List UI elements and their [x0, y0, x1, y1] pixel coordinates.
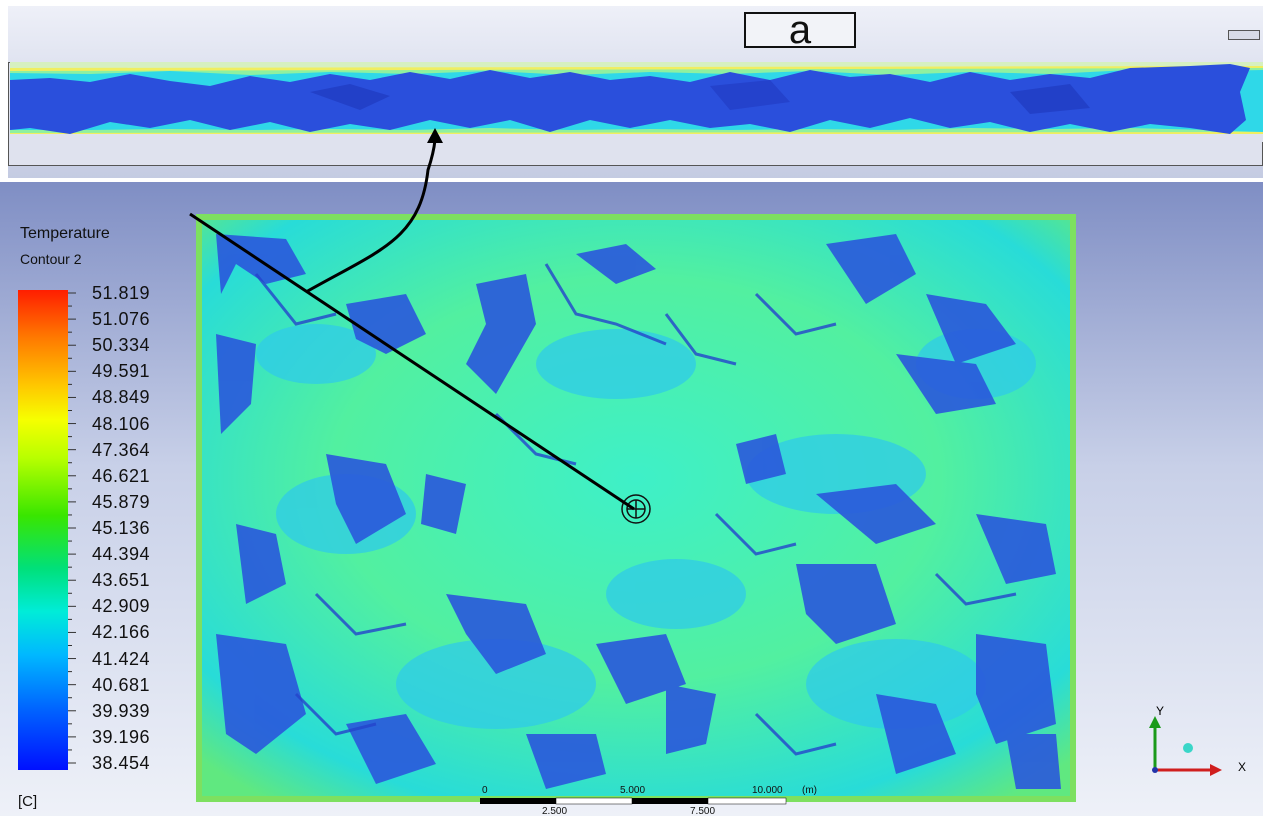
scale-label-0: 0: [482, 785, 488, 796]
scale-label-2500: 2.500: [542, 806, 568, 817]
legend-unit: [C]: [18, 793, 38, 810]
legend-title: Temperature: [20, 225, 110, 242]
color-legend-bar: [18, 290, 68, 770]
legend-tick-label: 48.849: [92, 387, 151, 408]
scale-unit: (m): [802, 785, 817, 796]
scale-bar: [480, 797, 787, 805]
legend-tick-label: 42.909: [92, 596, 151, 617]
legend-tick-label: 48.106: [92, 413, 151, 434]
axis-triad: [1149, 716, 1222, 776]
scale-label-7500: 7.500: [690, 806, 716, 817]
legend-tick-label: 46.621: [92, 465, 151, 486]
legend-tick-label: 51.819: [92, 283, 151, 303]
figure-label: a: [744, 8, 856, 52]
legend-subtitle: Contour 2: [20, 251, 82, 267]
legend-tick-label: 45.136: [92, 518, 151, 538]
legend-tick-label: 49.591: [92, 361, 151, 382]
scale-label-5000: 5.000: [620, 785, 646, 796]
figure-label-text: a: [788, 8, 812, 52]
legend-tick-label: 38.454: [92, 753, 151, 773]
legend-tick-label: 50.334: [92, 335, 151, 356]
section-contour: [10, 62, 1263, 142]
legend-tick-label: 39.196: [92, 726, 151, 747]
y-axis-label: Y: [1156, 704, 1165, 718]
legend-tick-label: 51.076: [92, 309, 151, 330]
legend-tick-label: 40.681: [92, 674, 151, 695]
scale-label-10000: 10.000: [752, 785, 783, 796]
outlet-fitting: [1228, 30, 1260, 40]
legend-tick-label: 44.394: [92, 544, 151, 565]
legend-tick-label: 41.424: [92, 648, 151, 669]
temperature-contour-plot: [196, 214, 1076, 802]
legend-tick-label: 43.651: [92, 570, 151, 591]
legend-tick-label: 47.364: [92, 439, 151, 460]
legend-ticks: [68, 292, 76, 764]
legend-tick-label: 39.939: [92, 700, 151, 721]
legend-tick-label: 45.879: [92, 491, 151, 512]
x-axis-label: X: [1238, 760, 1247, 774]
legend-tick-label: 42.166: [92, 622, 151, 643]
